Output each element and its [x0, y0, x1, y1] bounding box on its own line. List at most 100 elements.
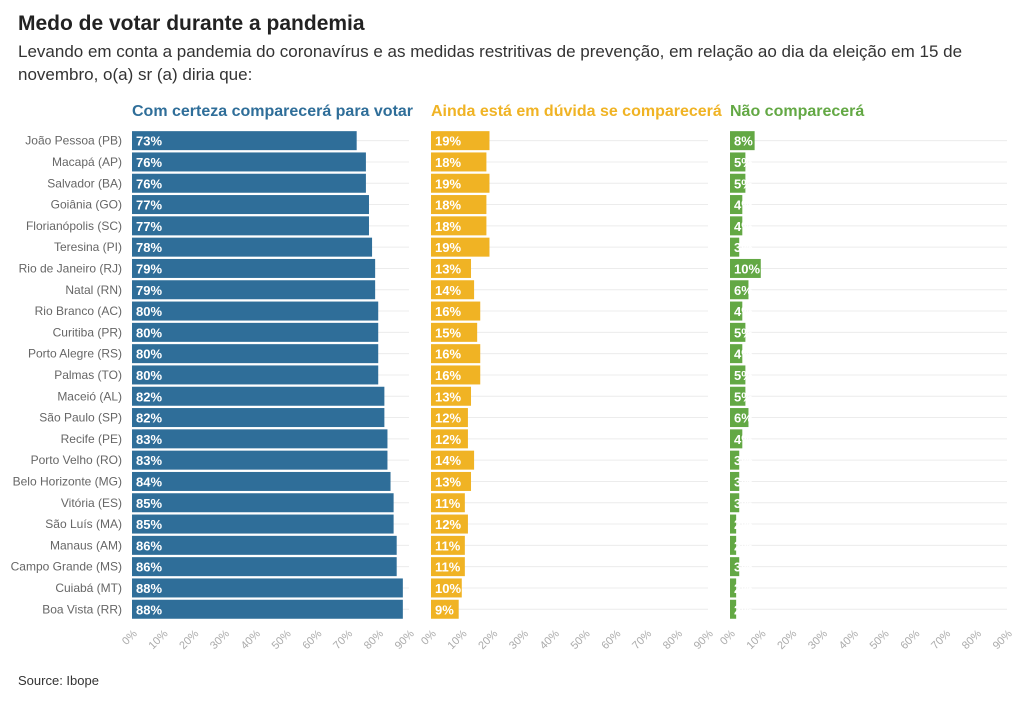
x-tick-label: 20% [177, 628, 201, 652]
x-tick-label: 60% [898, 628, 922, 652]
x-tick-label: 50% [868, 628, 892, 652]
x-tick-label: 70% [630, 628, 654, 652]
category-label: Vitória (ES) [61, 496, 122, 510]
data-label: 88% [136, 602, 162, 617]
data-label: 79% [136, 261, 162, 276]
bar [132, 152, 366, 172]
bar [132, 450, 388, 470]
bar [730, 450, 740, 470]
bar [132, 599, 403, 619]
data-label: 3% [734, 453, 753, 468]
x-tick-label: 10% [445, 628, 469, 652]
bar [730, 578, 737, 598]
data-label: 4% [734, 304, 753, 319]
bar [730, 301, 743, 321]
bar [431, 258, 472, 278]
category-label: João Pessoa (PB) [25, 134, 122, 148]
data-label: 8% [734, 134, 753, 149]
bar [431, 301, 481, 321]
data-label: 80% [136, 368, 162, 383]
bar [431, 450, 475, 470]
x-tick-label: 60% [300, 628, 324, 652]
data-label: 3% [734, 560, 753, 575]
bar [132, 195, 369, 215]
category-label: Recife (PE) [61, 432, 122, 446]
bar [730, 493, 740, 513]
data-label: 16% [435, 304, 461, 319]
data-label: 5% [734, 155, 753, 170]
data-label: 16% [435, 347, 461, 362]
x-tick-label: 90% [692, 628, 716, 652]
x-tick-label: 70% [929, 628, 953, 652]
x-tick-label: 30% [208, 628, 232, 652]
x-tick-label: 70% [331, 628, 355, 652]
data-label: 80% [136, 304, 162, 319]
category-label: Salvador (BA) [47, 176, 122, 190]
category-label: Florianópolis (SC) [26, 219, 122, 233]
category-label: Belo Horizonte (MG) [13, 474, 122, 488]
data-label: 79% [136, 283, 162, 298]
bar [730, 471, 740, 491]
bar [431, 280, 475, 300]
bar [132, 493, 394, 513]
data-label: 86% [136, 560, 162, 575]
data-label: 12% [435, 432, 461, 447]
bar [730, 216, 743, 236]
data-label: 6% [734, 411, 753, 426]
bar [431, 386, 472, 406]
data-label: 12% [435, 517, 461, 532]
x-tick-label: 0% [120, 628, 140, 648]
data-label: 11% [435, 560, 461, 575]
bar [730, 280, 749, 300]
bar [730, 514, 737, 534]
chart-subtitle: Levando em conta a pandemia do coronavír… [18, 42, 963, 84]
bar [132, 429, 388, 449]
data-label: 2% [734, 517, 753, 532]
bar [730, 557, 740, 577]
data-label: 2% [734, 538, 753, 553]
bar [730, 535, 737, 555]
x-tick-label: 10% [744, 628, 768, 652]
bar [730, 237, 740, 257]
data-label: 3% [734, 496, 753, 511]
bar [431, 514, 468, 534]
bar [132, 557, 397, 577]
series-title: Com certeza comparecerá para votar [132, 103, 413, 120]
bar [730, 365, 746, 385]
data-label: 13% [435, 474, 461, 489]
bar [431, 131, 490, 151]
data-label: 83% [136, 453, 162, 468]
data-label: 82% [136, 411, 162, 426]
data-label: 88% [136, 581, 162, 596]
bar [431, 429, 468, 449]
data-label: 5% [734, 176, 753, 191]
data-label: 86% [136, 538, 162, 553]
category-label: São Paulo (SP) [39, 411, 122, 425]
data-label: 14% [435, 283, 461, 298]
data-label: 3% [734, 240, 753, 255]
bar [132, 408, 385, 428]
category-label: São Luís (MA) [45, 517, 122, 531]
bar [132, 301, 379, 321]
data-label: 12% [435, 411, 461, 426]
category-label: Porto Velho (RO) [31, 453, 122, 467]
x-tick-label: 30% [507, 628, 531, 652]
data-label: 18% [435, 219, 461, 234]
bar [132, 365, 379, 385]
bar [132, 258, 376, 278]
bar [730, 344, 743, 364]
category-label: Rio Branco (AC) [35, 304, 122, 318]
bar [132, 216, 369, 236]
series-title: Ainda está em dúvida se comparecerá [431, 103, 722, 120]
x-tick-label: 40% [239, 628, 263, 652]
data-label: 85% [136, 517, 162, 532]
data-label: 5% [734, 325, 753, 340]
data-label: 73% [136, 134, 162, 149]
data-label: 4% [734, 198, 753, 213]
data-label: 4% [734, 347, 753, 362]
bar [431, 535, 465, 555]
bar [730, 408, 749, 428]
x-tick-label: 80% [362, 628, 386, 652]
data-label: 15% [435, 325, 461, 340]
